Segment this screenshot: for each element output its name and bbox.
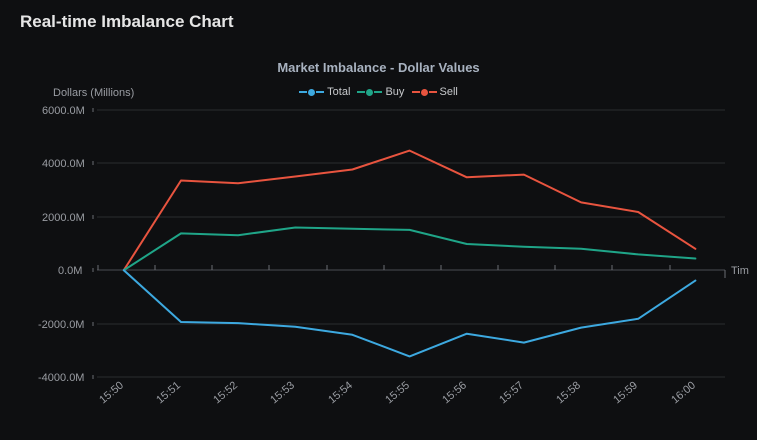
svg-text:15:59: 15:59 bbox=[611, 379, 640, 406]
svg-text:15:51: 15:51 bbox=[154, 379, 183, 406]
svg-text:-2000.0M: -2000.0M bbox=[38, 319, 84, 331]
svg-text:Tim: Tim bbox=[731, 265, 749, 277]
svg-text:0.0M: 0.0M bbox=[58, 265, 82, 277]
svg-text:15:57: 15:57 bbox=[497, 379, 526, 406]
svg-text:15:58: 15:58 bbox=[554, 379, 583, 406]
svg-text:-4000.0M: -4000.0M bbox=[38, 372, 84, 384]
svg-text:15:53: 15:53 bbox=[268, 379, 297, 406]
svg-text:15:54: 15:54 bbox=[326, 379, 355, 406]
svg-text:15:56: 15:56 bbox=[440, 379, 469, 406]
svg-text:2000.0M: 2000.0M bbox=[42, 212, 85, 224]
svg-text:15:50: 15:50 bbox=[97, 379, 126, 406]
svg-text:15:55: 15:55 bbox=[383, 379, 412, 406]
svg-text:6000.0M: 6000.0M bbox=[42, 105, 85, 117]
svg-text:16:00: 16:00 bbox=[669, 379, 698, 406]
svg-text:4000.0M: 4000.0M bbox=[42, 158, 85, 170]
svg-text:15:52: 15:52 bbox=[211, 379, 240, 406]
